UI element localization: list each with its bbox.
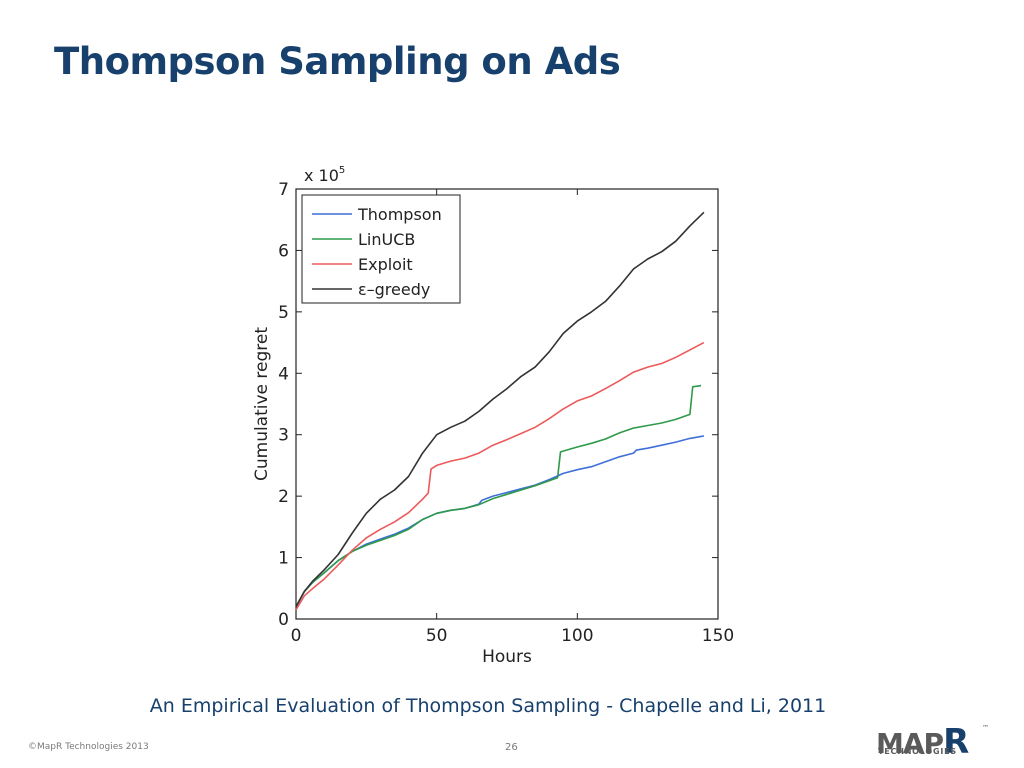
logo-map-text: MAP: [876, 727, 944, 760]
logo-wordmark: MAPR: [876, 722, 969, 762]
legend-label-2: Exploit: [358, 255, 413, 274]
x-tick-label-2: 100: [561, 626, 593, 646]
slide-title: Thompson Sampling on Ads: [54, 40, 621, 83]
series-line-1: [295, 384, 702, 608]
y-tick-label-4: 4: [278, 364, 289, 384]
y-tick-label-1: 1: [278, 549, 289, 569]
logo-subtitle: TECHNOLOGIES: [878, 747, 957, 756]
legend-label-1: LinUCB: [358, 230, 415, 249]
logo-r-text: R: [943, 722, 969, 762]
x-tick-label-3: 150: [702, 626, 734, 646]
legend-label-3: ε–greedy: [358, 280, 430, 299]
y-tick-label-5: 5: [278, 303, 289, 323]
legend-box: [301, 194, 461, 304]
legend: Thompson LinUCB Exploit ε–greedy: [301, 194, 461, 304]
legend-entries: Thompson LinUCB Exploit ε–greedy: [312, 205, 442, 299]
series-line-2: [295, 341, 705, 611]
y-multiplier-exponent: 5: [339, 165, 345, 176]
y-tick-label-7: 7: [278, 180, 289, 200]
y-tick-label-6: 6: [278, 241, 289, 261]
paper-citation: An Empirical Evaluation of Thompson Samp…: [149, 695, 827, 717]
x-tick-label-0: 0: [291, 626, 302, 646]
axis-ticks: 0 50 100 150 0 1 2 3 4 5 6 7: [278, 180, 734, 646]
y-tick-label-0: 0: [278, 610, 289, 630]
y-multiplier: x 105: [304, 165, 345, 185]
y-tick-label-3: 3: [278, 426, 289, 446]
logo-trademark: ™: [982, 724, 989, 732]
x-axis-label: Hours: [482, 647, 532, 667]
series-line-3: [295, 211, 705, 608]
y-multiplier-base: x 10: [304, 166, 339, 185]
legend-label-0: Thompson: [357, 205, 442, 224]
y-tick-label-2: 2: [278, 487, 289, 507]
y-axis-label: Cumulative regret: [252, 327, 272, 481]
x-tick-label-1: 50: [426, 626, 448, 646]
series-lines: [295, 211, 705, 611]
page-number: 26: [505, 742, 518, 753]
copyright-notice: ©MapR Technologies 2013: [28, 742, 149, 752]
mapr-logo: MAPR TECHNOLOGIES ™: [872, 722, 992, 762]
